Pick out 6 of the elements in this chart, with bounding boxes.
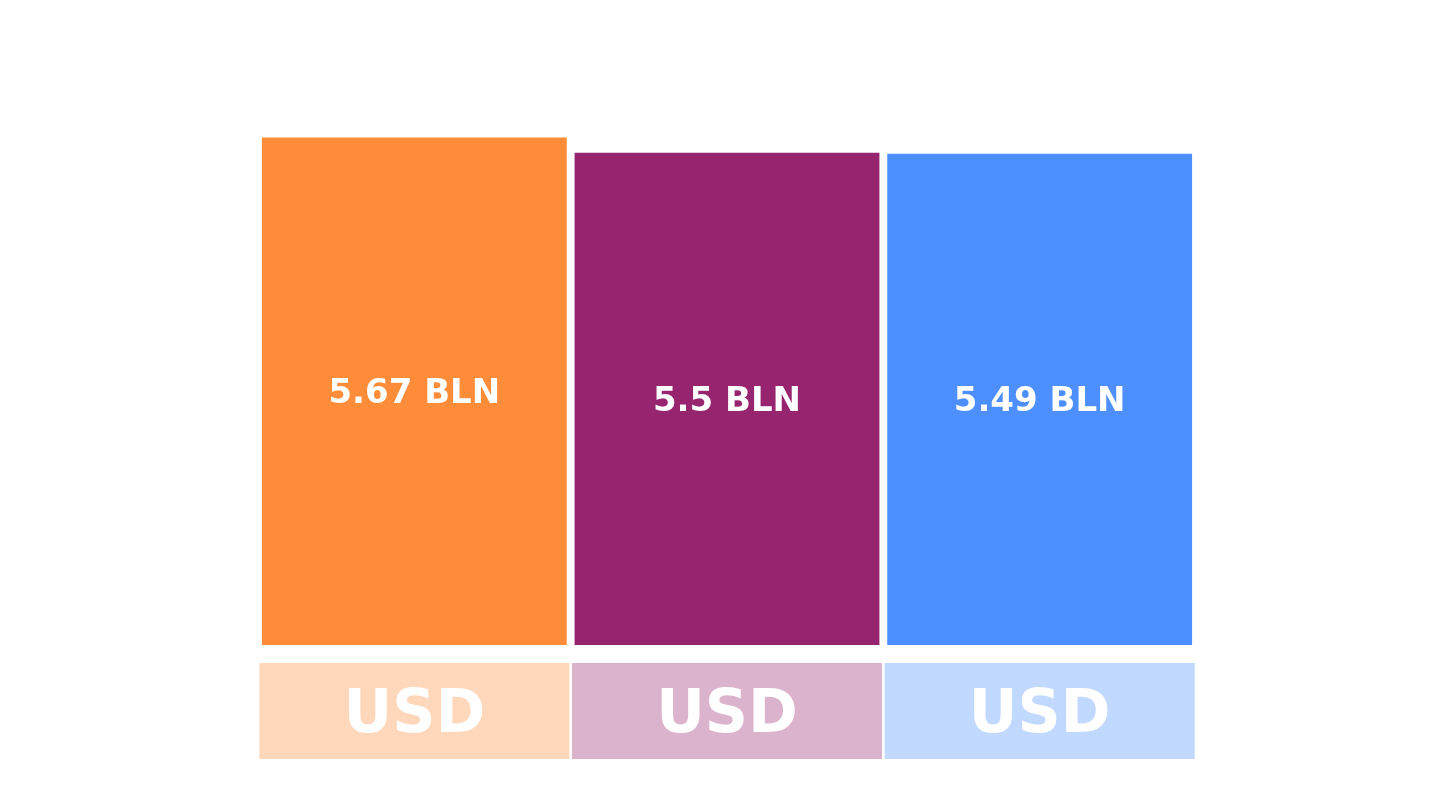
text: USD	[968, 676, 1111, 746]
text: USD	[343, 676, 486, 746]
data-label: 5.49 BLN	[953, 379, 1126, 420]
data-label: 5.67 BLN	[328, 371, 501, 412]
text: USD	[656, 676, 798, 746]
data-label: 5.5 BLN	[652, 378, 802, 419]
